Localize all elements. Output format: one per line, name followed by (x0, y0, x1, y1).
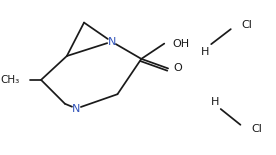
Text: N: N (72, 104, 81, 114)
Text: N: N (108, 37, 116, 47)
Text: CH₃: CH₃ (1, 75, 20, 85)
Text: O: O (174, 63, 182, 73)
Text: H: H (201, 47, 209, 57)
Text: Cl: Cl (242, 20, 253, 30)
Text: OH: OH (172, 39, 189, 49)
Text: H: H (211, 97, 219, 107)
Text: Cl: Cl (251, 124, 262, 134)
